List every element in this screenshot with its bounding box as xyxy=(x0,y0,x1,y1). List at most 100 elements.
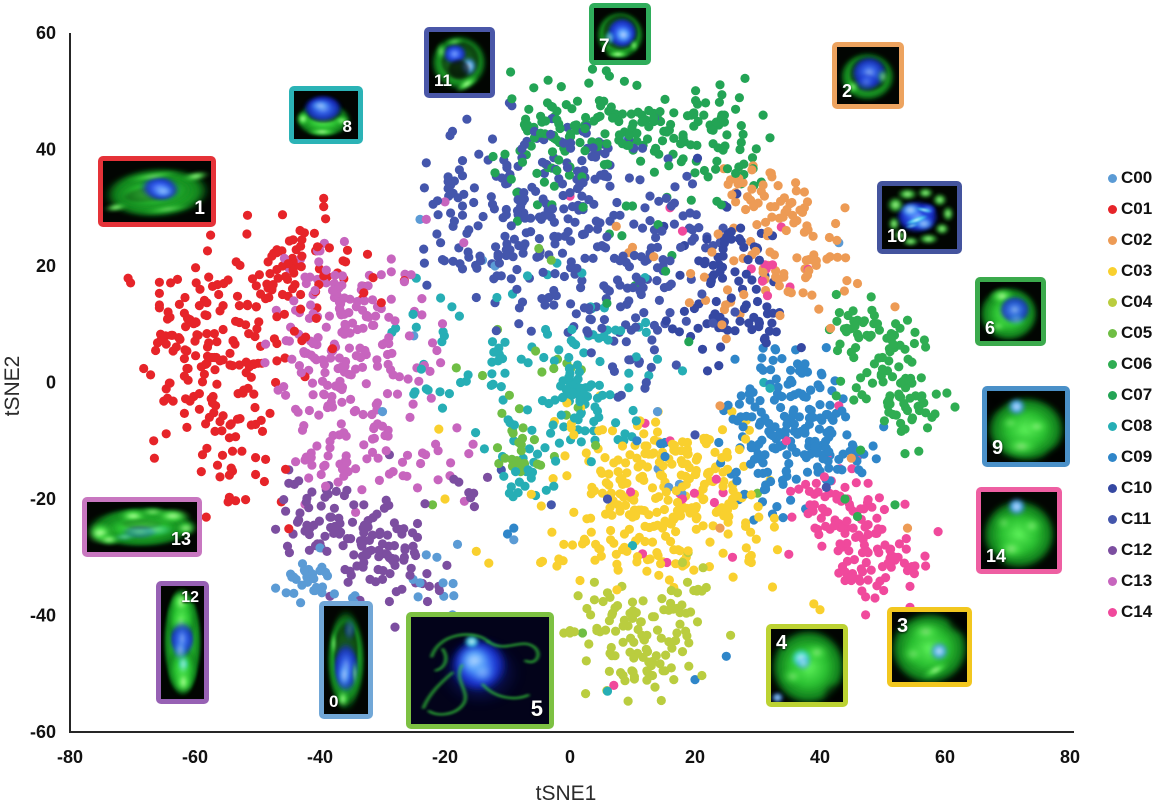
scatter-point-C13 xyxy=(386,365,396,375)
scatter-point-C13 xyxy=(464,449,474,459)
scatter-point-C12 xyxy=(295,508,305,518)
scatter-point-C08 xyxy=(416,364,426,374)
scatter-point-C13 xyxy=(384,333,394,343)
scatter-point-C07 xyxy=(575,137,585,148)
scatter-point-C14 xyxy=(901,544,911,554)
scatter-point-C04 xyxy=(698,563,708,573)
scatter-point-C13 xyxy=(371,400,381,410)
scatter-point-C08 xyxy=(492,292,502,303)
scatter-point-C07 xyxy=(539,177,550,187)
cell-micrograph xyxy=(87,505,197,549)
scatter-point-C13 xyxy=(367,295,378,305)
scatter-point-C03 xyxy=(652,427,663,437)
scatter-point-C08 xyxy=(408,309,418,319)
scatter-point-C07 xyxy=(699,110,709,120)
scatter-point-C12 xyxy=(349,550,359,560)
scatter-point-C09 xyxy=(814,424,825,434)
scatter-point-C08 xyxy=(554,345,564,355)
scatter-point-C01 xyxy=(368,273,378,283)
scatter-point-C04 xyxy=(584,639,594,649)
scatter-point-C11 xyxy=(628,283,638,293)
scatter-point-C02 xyxy=(752,220,762,230)
scatter-point-C11 xyxy=(578,178,588,188)
scatter-point-C00 xyxy=(322,571,333,581)
inset-cluster-number: 6 xyxy=(985,318,996,338)
scatter-point-C10 xyxy=(692,153,703,163)
scatter-point-C09 xyxy=(824,447,834,457)
scatter-point-C12 xyxy=(482,472,493,482)
scatter-point-C01 xyxy=(250,331,260,342)
scatter-point-C13 xyxy=(397,457,408,467)
scatter-point-C09 xyxy=(730,354,740,364)
scatter-point-C07 xyxy=(617,109,628,119)
scatter-point-C13 xyxy=(310,285,320,296)
scatter-point-C08 xyxy=(500,337,510,347)
scatter-point-C07 xyxy=(735,144,745,155)
inset-cluster-number: 7 xyxy=(599,36,610,57)
scatter-point-C00 xyxy=(271,583,281,593)
scatter-point-C14 xyxy=(921,561,931,571)
legend-label: C10 xyxy=(1121,478,1153,497)
scatter-point-C02 xyxy=(778,212,788,222)
scatter-point-C09 xyxy=(825,425,835,435)
scatter-point-C13 xyxy=(417,294,427,304)
scatter-point-C07 xyxy=(684,337,694,347)
scatter-point-C06 xyxy=(895,323,905,333)
scatter-point-C03 xyxy=(652,507,662,517)
scatter-point-C08 xyxy=(456,377,466,388)
scatter-point-C13 xyxy=(351,351,361,361)
scatter-point-C04 xyxy=(598,596,608,607)
scatter-point-C09 xyxy=(806,385,816,395)
scatter-point-C11 xyxy=(422,280,432,290)
scatter-point-C14 xyxy=(894,539,905,549)
scatter-point-C01 xyxy=(168,396,178,406)
scatter-point-C01 xyxy=(289,326,299,336)
scatter-point-C11 xyxy=(636,252,646,262)
scatter-point-C07 xyxy=(587,64,598,74)
scatter-point-C14 xyxy=(881,573,891,583)
scatter-point-C03 xyxy=(718,481,728,491)
scatter-point-C06 xyxy=(914,446,924,456)
scatter-point-C02 xyxy=(787,210,798,220)
legend-item-C14: C14 xyxy=(1107,602,1152,622)
scatter-point-C13 xyxy=(433,475,443,485)
scatter-point-C14 xyxy=(856,564,866,574)
scatter-point-C12 xyxy=(374,545,384,555)
scatter-point-C03 xyxy=(658,461,668,471)
scatter-point-C07 xyxy=(642,134,653,144)
scatter-point-C03 xyxy=(649,521,659,532)
scatter-point-C11 xyxy=(520,239,530,249)
scatter-point-C09 xyxy=(784,458,794,469)
scatter-point-C09 xyxy=(771,374,781,384)
scatter-point-C12 xyxy=(384,596,394,607)
scatter-point-C14 xyxy=(842,516,852,526)
scatter-point-C01 xyxy=(139,363,149,374)
scatter-point-C13 xyxy=(387,348,397,358)
scatter-point-C08 xyxy=(557,393,568,403)
scatter-point-C07 xyxy=(536,128,546,138)
scatter-point-C10 xyxy=(718,251,728,261)
scatter-point-C03 xyxy=(619,492,629,502)
scatter-point-C02 xyxy=(739,289,749,300)
scatter-point-C05 xyxy=(518,423,528,433)
inset-cell-image-1: 1 xyxy=(98,156,216,227)
scatter-point-C06 xyxy=(896,378,906,388)
scatter-point-C11 xyxy=(462,114,472,124)
scatter-point-C01 xyxy=(212,280,223,290)
scatter-point-C13 xyxy=(324,311,334,321)
scatter-point-C11 xyxy=(592,224,603,234)
scatter-point-C10 xyxy=(771,327,781,337)
scatter-point-C03 xyxy=(672,497,683,508)
scatter-point-C07 xyxy=(606,102,616,112)
scatter-point-C11 xyxy=(586,348,596,358)
scatter-point-C07 xyxy=(712,156,722,166)
scatter-point-C04 xyxy=(642,647,653,657)
scatter-point-C09 xyxy=(871,454,881,464)
scatter-point-C00 xyxy=(299,565,309,575)
scatter-point-C11 xyxy=(428,199,438,209)
scatter-point-C06 xyxy=(896,418,906,428)
scatter-point-C01 xyxy=(209,408,219,418)
scatter-point-C11 xyxy=(512,284,522,294)
scatter-point-C07 xyxy=(532,168,542,178)
scatter-point-C08 xyxy=(479,444,489,454)
